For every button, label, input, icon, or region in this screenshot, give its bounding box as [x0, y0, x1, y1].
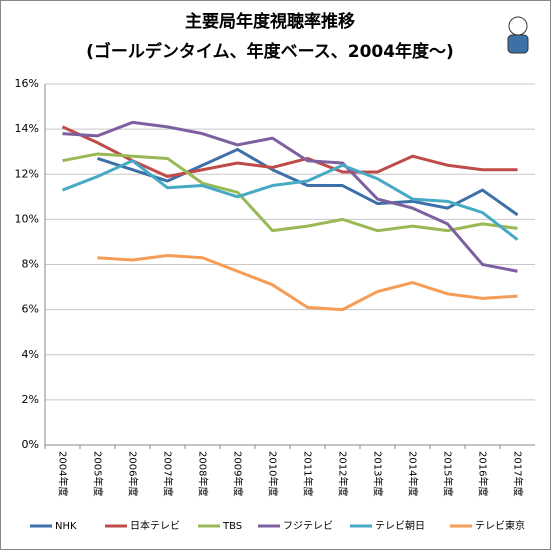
x-tick-label: 2017年度 [512, 451, 525, 496]
chart-subtitle: (ゴールデンタイム、年度ベース、2004年度〜) [86, 41, 454, 62]
y-tick-label: 4% [22, 348, 39, 361]
x-tick-label: 2009年度 [232, 451, 245, 496]
y-tick-label: 0% [22, 438, 39, 451]
y-tick-label: 10% [15, 212, 39, 225]
x-tick-label: 2005年度 [92, 451, 105, 496]
x-tick-label: 2014年度 [407, 451, 420, 496]
x-tick-label: 2010年度 [267, 451, 280, 496]
y-tick-label: 8% [22, 258, 39, 271]
y-tick-label: 16% [15, 77, 39, 90]
y-tick-label: 6% [22, 303, 39, 316]
legend-label: テレビ朝日 [375, 520, 425, 532]
y-tick-label: 2% [22, 393, 39, 406]
x-tick-label: 2006年度 [127, 451, 140, 496]
legend-label: NHK [55, 521, 77, 532]
x-tick-label: 2015年度 [442, 451, 455, 496]
legend-label: フジテレビ [283, 520, 333, 532]
series-line [62, 120, 518, 273]
series-line [97, 253, 518, 312]
legend-label: 日本テレビ [130, 519, 180, 532]
series-line [62, 152, 518, 233]
mascot-icon [507, 16, 529, 54]
series-line [61, 159, 519, 241]
y-tick-label: 14% [15, 122, 39, 135]
legend-label: TBS [222, 521, 242, 532]
x-tick-label: 2012年度 [337, 451, 350, 496]
x-tick-label: 2013年度 [372, 451, 385, 496]
y-tick-label: 12% [15, 167, 39, 180]
x-tick-label: 2004年度 [57, 451, 70, 496]
x-tick-label: 2016年度 [477, 451, 490, 496]
x-tick-label: 2011年度 [302, 451, 315, 496]
x-tick-label: 2008年度 [197, 451, 210, 496]
chart-title: 主要局年度視聴率推移 [185, 11, 355, 32]
x-tick-label: 2007年度 [162, 451, 175, 496]
legend-label: テレビ東京 [475, 519, 525, 532]
series-line [97, 147, 519, 217]
